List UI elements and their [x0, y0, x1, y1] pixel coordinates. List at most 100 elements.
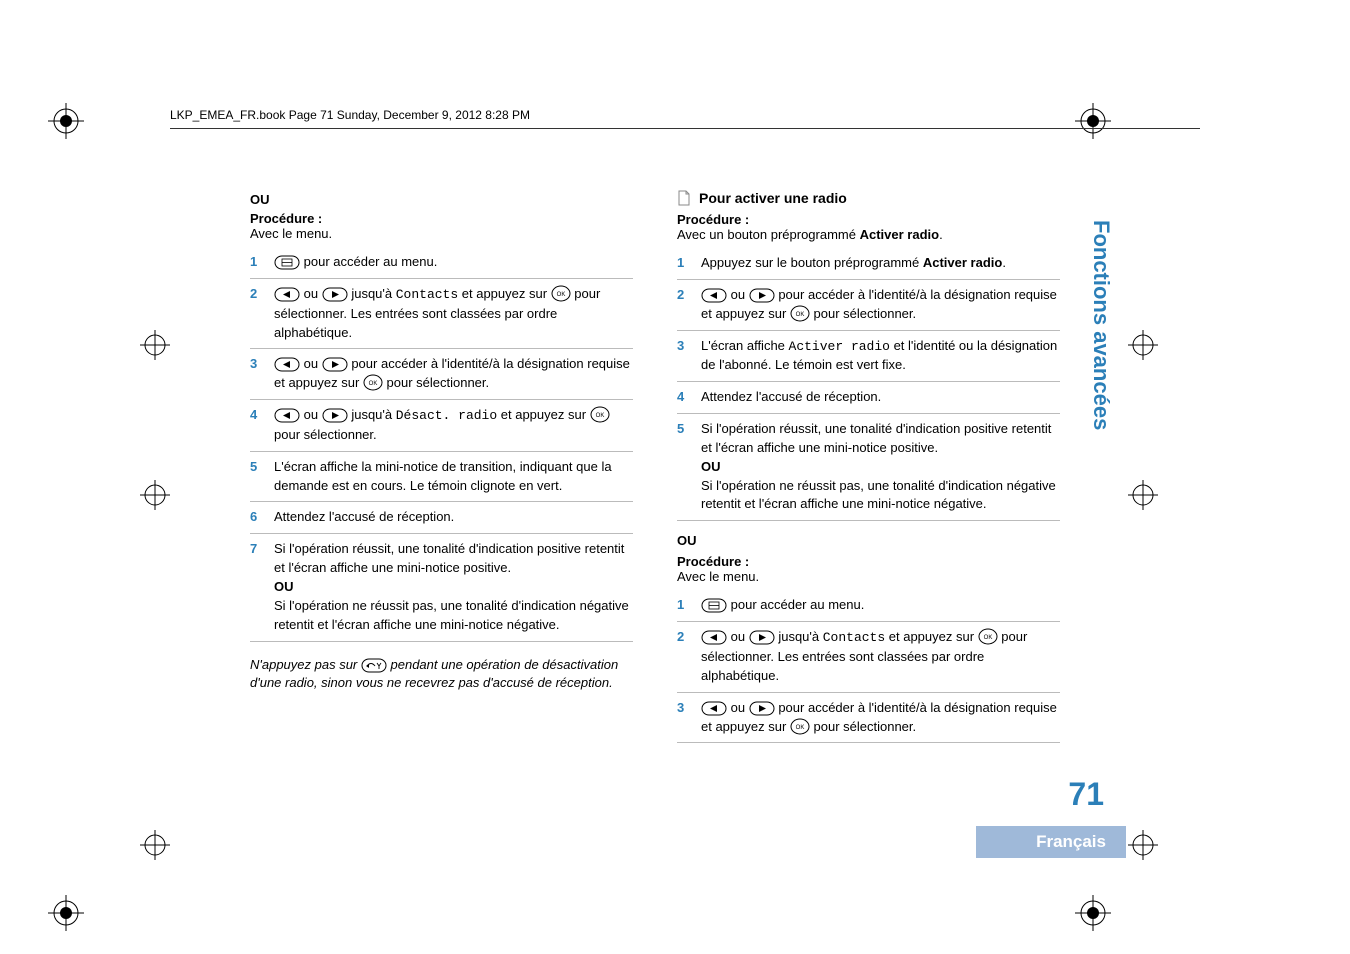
ok-button-icon: OK [590, 406, 610, 423]
crop-mark-icon [1075, 895, 1111, 931]
nav-right-icon [322, 408, 348, 423]
step-7: 7 Si l'opération réussit, une tonalité d… [250, 534, 633, 641]
section-heading: Pour activer une radio [677, 190, 1060, 206]
registration-mark-icon [140, 330, 170, 360]
ou-inline: OU [701, 459, 721, 474]
step-number: 4 [250, 406, 262, 445]
step-2: 2 ou pour accéder à l'identité/à la dési… [677, 280, 1060, 331]
step-3: 3 ou pour accéder à l'identité/à la dési… [677, 693, 1060, 744]
language-label: Français [976, 826, 1126, 858]
step-number: 7 [250, 540, 262, 634]
nav-left-icon [701, 701, 727, 716]
step-4: 4 ou jusqu'à Désact. radio et appuyez su… [250, 400, 633, 452]
nav-left-icon [701, 288, 727, 303]
step-3: 3 ou pour accéder à l'identité/à la dési… [250, 349, 633, 400]
page-number: 71 [1068, 776, 1104, 813]
menu-name: Contacts [396, 287, 458, 302]
nav-right-icon [749, 630, 775, 645]
step-text: ou jusqu'à Contacts et appuyez sur OK po… [701, 628, 1060, 686]
step-text: Attendez l'accusé de réception. [274, 508, 454, 527]
nav-right-icon [322, 287, 348, 302]
step-number: 5 [250, 458, 262, 496]
step-text: ou jusqu'à Contacts et appuyez sur OK po… [274, 285, 633, 343]
procedure-subtitle: Avec un bouton préprogrammé Activer radi… [677, 227, 1060, 242]
registration-mark-icon [140, 480, 170, 510]
step-2: 2 ou jusqu'à Contacts et appuyez sur OK … [250, 279, 633, 350]
step-number: 6 [250, 508, 262, 527]
step-5: 5 L'écran affiche la mini-notice de tran… [250, 452, 633, 503]
step-number: 2 [677, 628, 689, 686]
step-number: 3 [677, 699, 689, 737]
nav-left-icon [701, 630, 727, 645]
svg-text:OK: OK [595, 413, 604, 419]
ou-inline: OU [274, 579, 294, 594]
step-4: 4 Attendez l'accusé de réception. [677, 382, 1060, 414]
procedure-subtitle: Avec le menu. [250, 226, 633, 241]
ok-button-icon: OK [363, 374, 383, 391]
step-number: 1 [677, 254, 689, 273]
step-number: 3 [250, 355, 262, 393]
crop-mark-icon [48, 103, 84, 139]
step-text: Si l'opération réussit, une tonalité d'i… [701, 420, 1060, 514]
step-text: ou pour accéder à l'identité/à la désign… [701, 286, 1060, 324]
content-columns: OU Procédure : Avec le menu. 1 pour accé… [250, 190, 1060, 743]
step-text: L'écran affiche la mini-notice de transi… [274, 458, 633, 496]
nav-left-icon [274, 287, 300, 302]
nav-right-icon [749, 701, 775, 716]
step-5: 5 Si l'opération réussit, une tonalité d… [677, 414, 1060, 521]
nav-right-icon [749, 288, 775, 303]
step-2: 2 ou jusqu'à Contacts et appuyez sur OK … [677, 622, 1060, 693]
step-text: Si l'opération réussit, une tonalité d'i… [274, 540, 633, 634]
right-steps-b: 1 pour accéder au menu. 2 ou jusqu'à Con… [677, 590, 1060, 743]
svg-text:OK: OK [796, 312, 805, 318]
right-steps-a: 1 Appuyez sur le bouton préprogrammé Act… [677, 248, 1060, 521]
step-number: 4 [677, 388, 689, 407]
document-icon [677, 190, 691, 206]
menu-button-icon [274, 255, 300, 270]
menu-button-icon [701, 598, 727, 613]
step-number: 3 [677, 337, 689, 376]
menu-name: Contacts [823, 630, 885, 645]
step-text: pour accéder au menu. [274, 253, 437, 272]
procedure-label: Procédure : [677, 212, 1060, 227]
side-tab: Fonctions avancées [1086, 220, 1114, 500]
svg-text:OK: OK [796, 725, 805, 731]
step-number: 5 [677, 420, 689, 514]
left-steps: 1 pour accéder au menu. 2 ou jusqu'à Con… [250, 247, 633, 642]
procedure-subtitle: Avec le menu. [677, 569, 1060, 584]
right-column: Pour activer une radio Procédure : Avec … [677, 190, 1060, 743]
step-1: 1 pour accéder au menu. [250, 247, 633, 279]
ok-button-icon: OK [790, 718, 810, 735]
print-header: LKP_EMEA_FR.book Page 71 Sunday, Decembe… [170, 108, 1200, 129]
ok-button-icon: OK [790, 305, 810, 322]
step-number: 2 [677, 286, 689, 324]
step-3: 3 L'écran affiche Activer radio et l'ide… [677, 331, 1060, 383]
svg-text:OK: OK [556, 292, 565, 298]
svg-text:OK: OK [369, 381, 378, 387]
step-1: 1 Appuyez sur le bouton préprogrammé Act… [677, 248, 1060, 280]
procedure-label: Procédure : [250, 211, 633, 226]
nav-left-icon [274, 357, 300, 372]
step-1: 1 pour accéder au menu. [677, 590, 1060, 622]
nav-left-icon [274, 408, 300, 423]
menu-name: Désact. radio [396, 408, 497, 423]
ou-heading: OU [250, 192, 633, 207]
step-6: 6 Attendez l'accusé de réception. [250, 502, 633, 534]
ok-button-icon: OK [978, 628, 998, 645]
ou-heading: OU [677, 533, 1060, 548]
step-text: Attendez l'accusé de réception. [701, 388, 881, 407]
crop-mark-icon [48, 895, 84, 931]
back-button-icon [361, 658, 387, 673]
footnote: N'appuyez pas sur pendant une opération … [250, 656, 633, 694]
svg-text:OK: OK [983, 635, 992, 641]
ok-button-icon: OK [551, 285, 571, 302]
step-text: Appuyez sur le bouton préprogrammé Activ… [701, 254, 1006, 273]
menu-name: Activer radio [789, 339, 890, 354]
step-number: 1 [250, 253, 262, 272]
registration-mark-icon [1128, 480, 1158, 510]
registration-mark-icon [140, 830, 170, 860]
step-text: L'écran affiche Activer radio et l'ident… [701, 337, 1060, 376]
registration-mark-icon [1128, 330, 1158, 360]
step-number: 1 [677, 596, 689, 615]
step-number: 2 [250, 285, 262, 343]
